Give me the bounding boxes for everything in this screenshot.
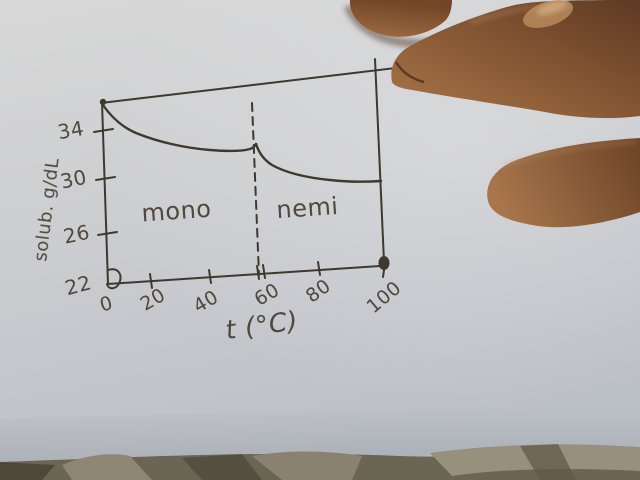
y-tick-30 (95, 176, 116, 181)
top-border-line (100, 66, 405, 104)
y-axis-ticks (93, 128, 118, 236)
phase-boundary-dashed-line (251, 102, 260, 276)
x-tick-label-0: 0 (98, 292, 116, 317)
x-axis-line (107, 265, 381, 285)
y-tick-label-26: 26 (61, 220, 92, 249)
hemi-curve (254, 142, 383, 183)
right-border-line (374, 58, 385, 263)
y-tick-34 (93, 128, 114, 133)
finger-shine (469, 1, 561, 24)
finger-main (391, 0, 640, 119)
origin-loop-mark (106, 268, 122, 290)
finger-upper-tip (349, 0, 452, 37)
fabric-fold-light-left (62, 454, 152, 480)
fabric-fold-dark-right (520, 444, 576, 480)
finger-lower-highlight (501, 140, 637, 168)
hand-fingers (343, 0, 640, 228)
x-axis-ticks (149, 261, 321, 289)
y-tick-label-30: 30 (58, 165, 89, 194)
top-left-corner-dot (99, 98, 107, 106)
x-tick-40 (208, 269, 212, 284)
y-tick-26 (97, 231, 118, 236)
y-tick-label-34: 34 (56, 116, 86, 144)
fabric-fold-light-mid (252, 451, 362, 480)
x-tick-20 (149, 273, 153, 289)
x-tick-80 (317, 261, 321, 276)
region-label-mono: mono (141, 195, 213, 228)
fabric-background (0, 444, 640, 480)
x-tick-60b (262, 264, 266, 279)
x-axis-endpoint-dot (378, 256, 390, 270)
fabric-fold-dark-left (0, 462, 55, 480)
mono-curve (101, 103, 258, 153)
finger-tip-crease (394, 61, 425, 84)
y-axis-line (101, 101, 109, 285)
sketch-ink (93, 58, 405, 290)
region-label-nemi: nemi (276, 192, 340, 224)
fabric-fold-dark-mid (182, 454, 262, 480)
endpoint-dot-tail (382, 269, 385, 278)
